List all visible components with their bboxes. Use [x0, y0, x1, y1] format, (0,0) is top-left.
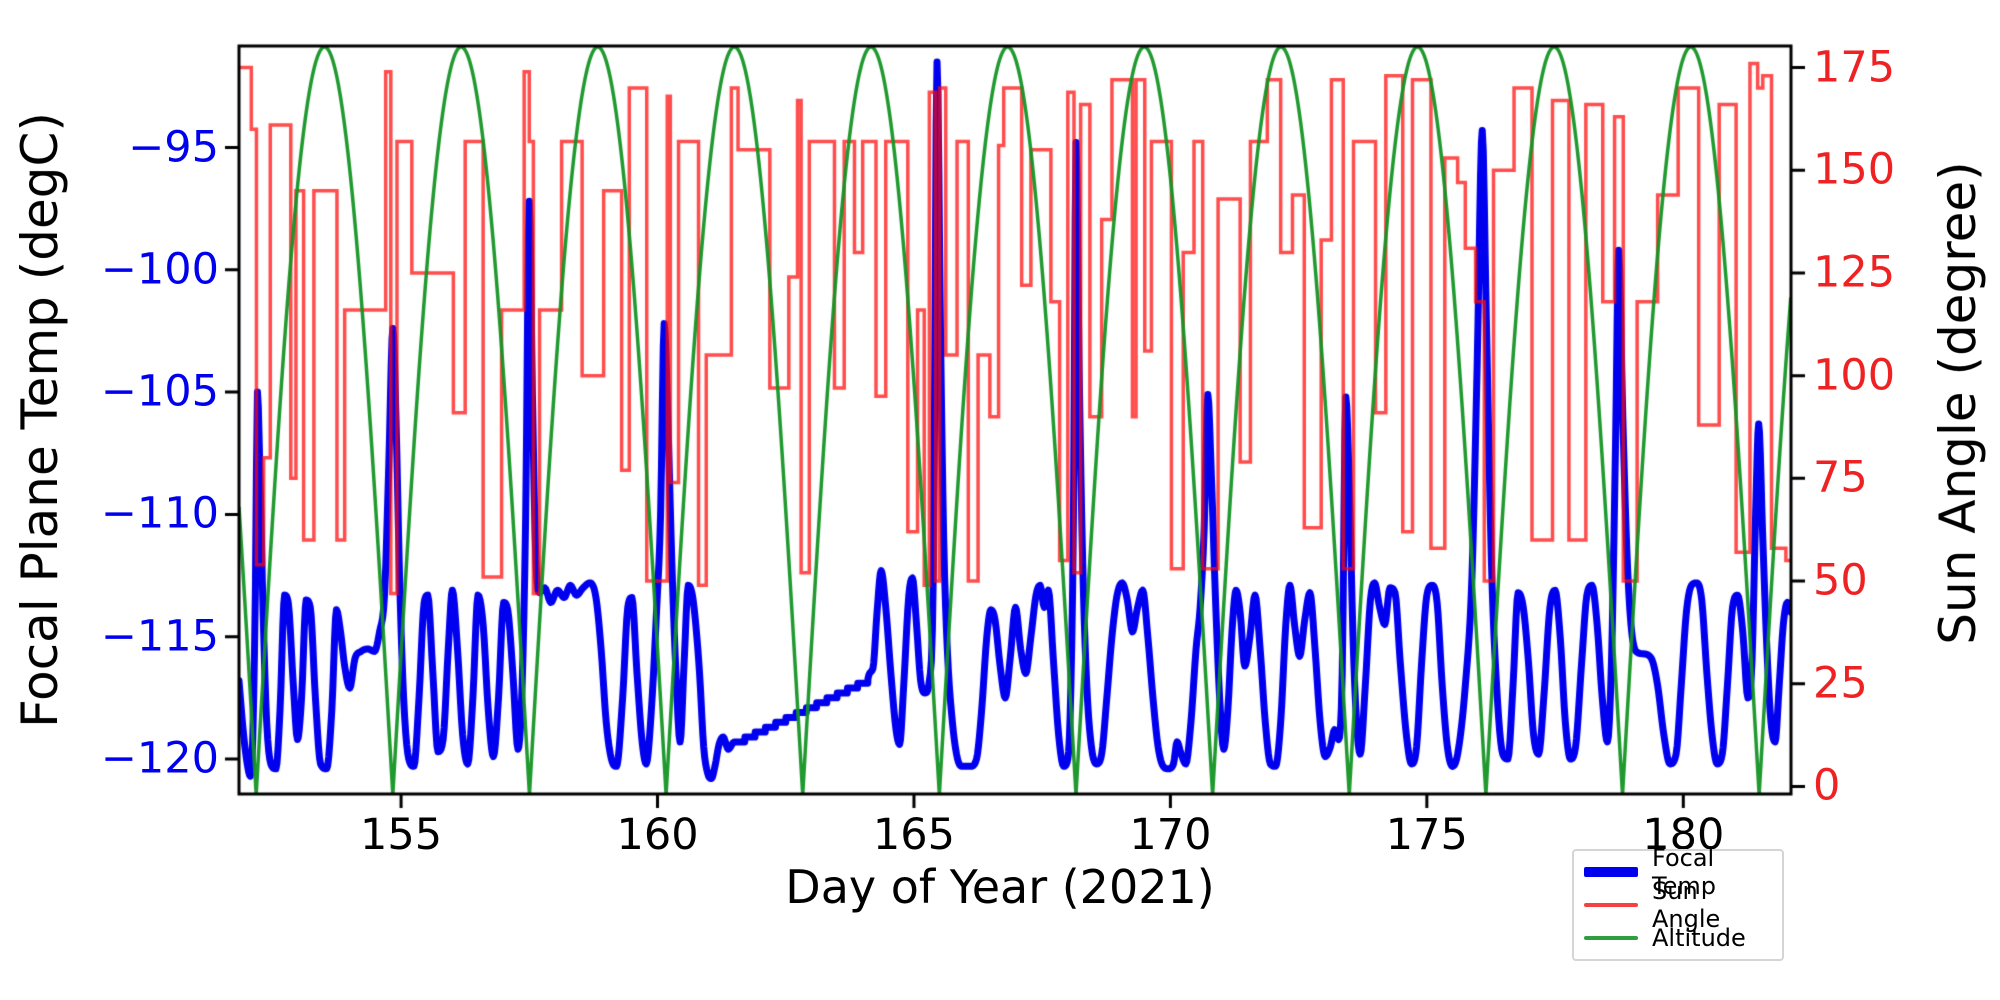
y-tick-label-right: 25: [1813, 658, 1868, 709]
x-tick-label: 170: [1129, 810, 1212, 860]
y-tick-label-right: 100: [1813, 350, 1896, 401]
y-tick-label-right: 150: [1813, 144, 1896, 195]
x-tick-label: 175: [1385, 810, 1468, 860]
legend-item-focal-temp: Focal Temp: [1584, 844, 1772, 900]
y-tick-label-right: 75: [1813, 452, 1868, 503]
legend-item-sun-angle: Sun Angle: [1584, 877, 1772, 933]
x-tick-label: 165: [872, 810, 955, 860]
legend-label-sun-angle: Sun Angle: [1652, 877, 1721, 933]
y-tick-label-right: 50: [1813, 555, 1868, 606]
y-tick-label-right: 125: [1813, 247, 1896, 298]
legend-label-altitude: Altitude: [1652, 924, 1746, 952]
legend-item-altitude: Altitude: [1584, 922, 1772, 954]
y-tick-label-right: 0: [1813, 760, 1841, 811]
x-tick-label: 160: [616, 810, 699, 860]
y-tick-label-left: −120: [100, 733, 219, 784]
y-tick-label-left: −110: [100, 488, 219, 539]
y-tick-label-left: −115: [100, 611, 219, 662]
y-tick-label-left: −95: [128, 122, 219, 172]
focal-temp-line-swatch: [1584, 867, 1638, 877]
legend-label-focal-temp: Focal Temp: [1652, 844, 1716, 900]
altitude-line-swatch: [1584, 936, 1638, 940]
sun-angle-line-swatch: [1584, 903, 1638, 907]
y-axis-title-right: Sun Angle (degree): [1929, 161, 1987, 645]
y-tick-label-left: −105: [100, 366, 219, 417]
y-tick-label-right: 175: [1813, 42, 1896, 93]
legend: Focal Temp Sun Angle Altitude: [1572, 844, 1784, 961]
x-tick-label: 155: [360, 810, 443, 860]
y-tick-label-left: −100: [100, 244, 219, 295]
y-axis-title-left: Focal Plane Temp (degC): [11, 112, 69, 728]
x-axis-title: Day of Year (2021): [785, 860, 1215, 914]
